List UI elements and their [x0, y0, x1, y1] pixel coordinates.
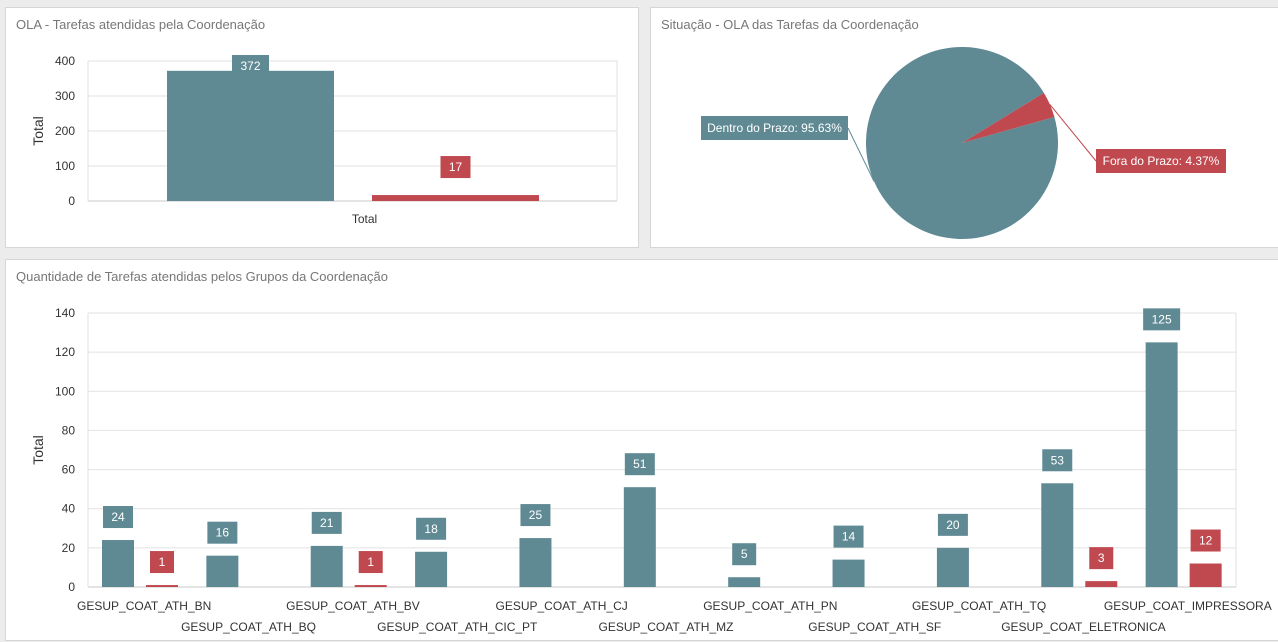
pie-label-box-in-time	[701, 116, 848, 140]
total-panel-title: OLA - Tarefas atendidas pela Coordenação	[16, 17, 266, 32]
groups-bar-in-time	[1041, 483, 1074, 587]
total-panel: OLA - Tarefas atendidas pela Coordenação…	[5, 7, 639, 248]
groups-value-label-in-time-box	[732, 543, 757, 566]
groups-panel-title: Quantidade de Tarefas atendidas pelos Gr…	[16, 269, 388, 284]
groups-value-label-in-time-box	[416, 517, 447, 540]
total-bar-in-time	[167, 70, 334, 201]
total-value-label-in-time-box	[232, 55, 269, 77]
groups-value-label-in-time-box	[103, 506, 133, 529]
groups-value-label-in-time: 16	[216, 526, 230, 540]
groups-y-tick-label: 100	[55, 384, 75, 398]
groups-value-label-in-time: 25	[529, 508, 543, 522]
groups-bar-late	[1085, 581, 1118, 587]
total-bar-chart: 0 100 200 300 400 Total 372 17 Total	[30, 54, 618, 226]
groups-x-tick-label: GESUP_COAT_ELETRONICA	[1001, 620, 1165, 634]
groups-value-label-in-time: 14	[842, 530, 856, 544]
situation-panel: Situação - OLA das Tarefas da Coordenaçã…	[650, 7, 1278, 248]
groups-x-tick-label: GESUP_COAT_ATH_MZ	[599, 620, 734, 634]
groups-x-tick-label: GESUP_COAT_ATH_BN	[77, 599, 211, 613]
pie-label-in-time: Dentro do Prazo: 95.63%	[707, 121, 842, 135]
groups-x-tick-label: GESUP_COAT_ATH_CIC_PT	[377, 620, 538, 634]
groups-value-label-in-time-box	[1042, 449, 1073, 472]
groups-bar-in-time	[415, 551, 448, 587]
groups-value-label-in-time-box	[520, 504, 551, 527]
pie-label-box-late	[1096, 149, 1226, 173]
groups-value-label-in-time: 51	[633, 457, 647, 471]
groups-y-tick-label: 60	[62, 463, 76, 477]
groups-y-tick-label: 20	[62, 541, 76, 555]
total-x-tick-label: Total	[352, 212, 377, 226]
groups-x-tick-label: GESUP_COAT_ATH_PN	[703, 599, 837, 613]
groups-value-label-in-time-box	[207, 521, 238, 544]
groups-y-tick-label: 120	[55, 345, 75, 359]
total-value-label-late: 17	[449, 160, 463, 174]
groups-value-label-in-time: 125	[1152, 312, 1172, 326]
groups-value-label-late: 12	[1199, 534, 1213, 548]
groups-value-label-late: 1	[159, 555, 166, 569]
groups-value-label-late-box	[150, 551, 174, 574]
groups-value-label-late-box	[1190, 529, 1221, 552]
groups-value-label-in-time-box	[1143, 308, 1181, 331]
groups-x-tick-label: GESUP_COAT_ATH_TQ	[912, 599, 1046, 613]
total-y-tick-label: 100	[55, 159, 75, 173]
groups-x-tick-label: GESUP_COAT_ATH_SF	[808, 620, 941, 634]
groups-y-tick-label: 140	[55, 306, 75, 320]
groups-x-tick-label: GESUP_COAT_IMPRESSORA	[1104, 599, 1272, 613]
groups-value-label-in-time: 53	[1051, 453, 1065, 467]
groups-bar-in-time	[728, 577, 761, 587]
total-y-tick-label: 0	[68, 194, 75, 208]
groups-value-label-in-time: 21	[320, 516, 334, 530]
groups-x-tick-label: GESUP_COAT_ATH_CJ	[496, 599, 628, 613]
total-y-axis-label: Total	[30, 116, 46, 146]
groups-bar-in-time	[936, 547, 969, 587]
groups-x-tick-label: GESUP_COAT_ATH_BV	[286, 599, 420, 613]
situation-pie-chart: Dentro do Prazo: 95.63% Fora do Prazo: 4.…	[701, 46, 1226, 239]
groups-bar-in-time	[102, 540, 134, 587]
situation-panel-title: Situação - OLA das Tarefas da Coordenaçã…	[661, 17, 919, 32]
total-value-label-in-time: 372	[240, 59, 260, 73]
groups-value-label-in-time-box	[833, 525, 864, 548]
groups-value-label-in-time-box	[624, 453, 655, 476]
pie-leader-line-late	[1049, 104, 1097, 162]
groups-value-label-in-time: 18	[424, 522, 438, 536]
groups-y-tick-label: 0	[68, 580, 75, 594]
groups-value-label-late-box	[1089, 547, 1114, 570]
groups-value-label-late: 3	[1098, 551, 1105, 565]
groups-panel: Quantidade de Tarefas atendidas pelos Gr…	[5, 259, 1278, 641]
groups-bar-in-time	[206, 555, 239, 587]
groups-value-label-late: 1	[367, 555, 374, 569]
groups-bar-in-time	[1145, 342, 1178, 587]
groups-y-axis-label: Total	[30, 435, 46, 465]
total-y-tick-label: 400	[55, 54, 75, 68]
groups-bar-late	[1189, 563, 1222, 587]
groups-bar-late	[146, 585, 178, 587]
groups-value-label-in-time-box	[937, 513, 968, 536]
groups-value-label-in-time: 20	[946, 518, 960, 532]
groups-value-label-in-time: 5	[741, 547, 748, 561]
groups-value-label-in-time-box	[311, 511, 342, 534]
groups-bar-in-time	[623, 487, 656, 587]
total-y-tick-label: 300	[55, 89, 75, 103]
groups-x-tick-label: GESUP_COAT_ATH_BQ	[181, 620, 316, 634]
pie-leader-line-in-time	[847, 127, 875, 182]
groups-value-label-late-box	[358, 551, 383, 574]
groups-bar-chart: 020406080100120140Total241GESUP_COAT_ATH…	[30, 306, 1272, 634]
pie-slice-late	[962, 92, 1055, 143]
pie-slice-in-time	[865, 46, 1058, 239]
total-value-label-late-box	[440, 156, 471, 179]
groups-y-tick-label: 40	[62, 502, 76, 516]
total-y-tick-label: 200	[55, 124, 75, 138]
groups-value-label-in-time: 24	[111, 510, 125, 524]
total-bar-late	[372, 195, 539, 201]
groups-bar-in-time	[519, 538, 552, 587]
groups-bar-in-time	[310, 545, 343, 587]
groups-bar-late	[354, 585, 387, 587]
groups-bar-in-time	[832, 559, 865, 587]
groups-y-tick-label: 80	[62, 423, 76, 437]
pie-label-late: Fora do Prazo: 4.37%	[1103, 154, 1220, 168]
